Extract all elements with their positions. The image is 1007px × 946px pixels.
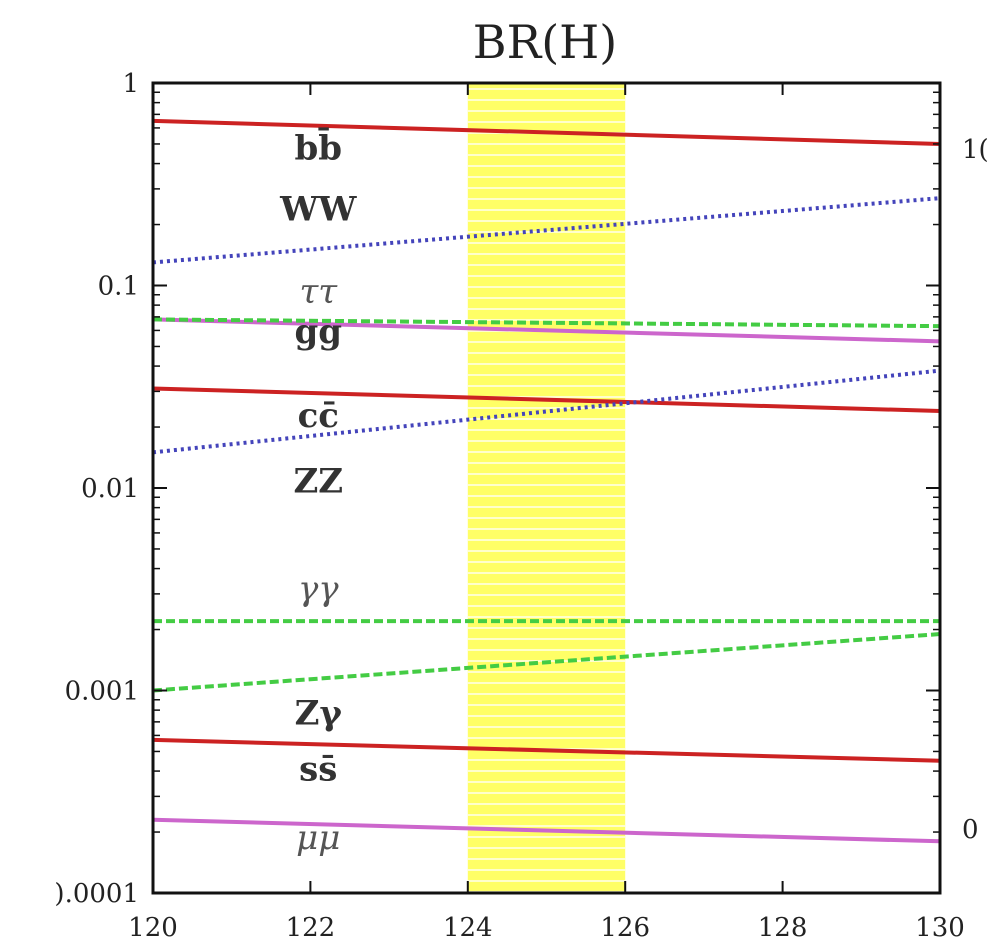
series-label-0: bb̄ xyxy=(294,127,342,168)
series-line-1 xyxy=(152,196,941,265)
mass-band-hatching xyxy=(467,88,626,893)
series-label-6: γγ xyxy=(298,569,339,609)
x-tick-label: 122 xyxy=(286,913,336,943)
x-tick-layer: 120 122 124 126 128 130 xyxy=(128,83,965,943)
x-tick-label: 126 xyxy=(600,913,650,943)
series-label-7: Zγ xyxy=(295,693,343,733)
right-axis-layer: 1( 0 xyxy=(962,135,989,845)
y-tick-label: ).0001 xyxy=(54,879,139,909)
series-label-9: μμ xyxy=(296,818,340,858)
series-line-2 xyxy=(152,317,941,344)
series-label-5: ZZ xyxy=(293,462,343,502)
chart-title: BR(H) xyxy=(473,15,617,69)
x-tick-label: 120 xyxy=(128,913,178,943)
series-line-3 xyxy=(152,317,941,329)
series-line-9 xyxy=(152,817,941,844)
series-line-7 xyxy=(152,632,941,693)
y-tick-layer: 1 0.1 0.01 0.001 ).0001 xyxy=(54,69,940,909)
x-tick-label: 124 xyxy=(443,913,493,943)
right-axis-fragment: 1( xyxy=(962,135,989,165)
series-label-2: ττ xyxy=(299,272,338,312)
series-line-0 xyxy=(152,118,941,146)
x-tick-label: 130 xyxy=(915,913,965,943)
series-line-8 xyxy=(152,737,941,763)
series-line-5 xyxy=(152,368,941,455)
y-tick-label: 1 xyxy=(122,69,139,99)
series-label-1: WW xyxy=(279,189,357,229)
y-tick-label: 0.01 xyxy=(81,474,139,504)
mass-band xyxy=(467,83,626,893)
series-label-3: gg xyxy=(294,312,342,352)
series-label-8: ss̄ xyxy=(299,749,337,789)
series-line-4 xyxy=(152,386,941,414)
mass-band-layer xyxy=(467,83,626,893)
y-tick-label: 0.001 xyxy=(65,677,139,707)
x-tick-label: 128 xyxy=(758,913,808,943)
series-layer xyxy=(152,118,941,844)
right-axis-fragment: 0 xyxy=(962,815,979,845)
series-label-4: cc̄ xyxy=(298,396,339,436)
y-tick-label: 0.1 xyxy=(98,272,139,302)
